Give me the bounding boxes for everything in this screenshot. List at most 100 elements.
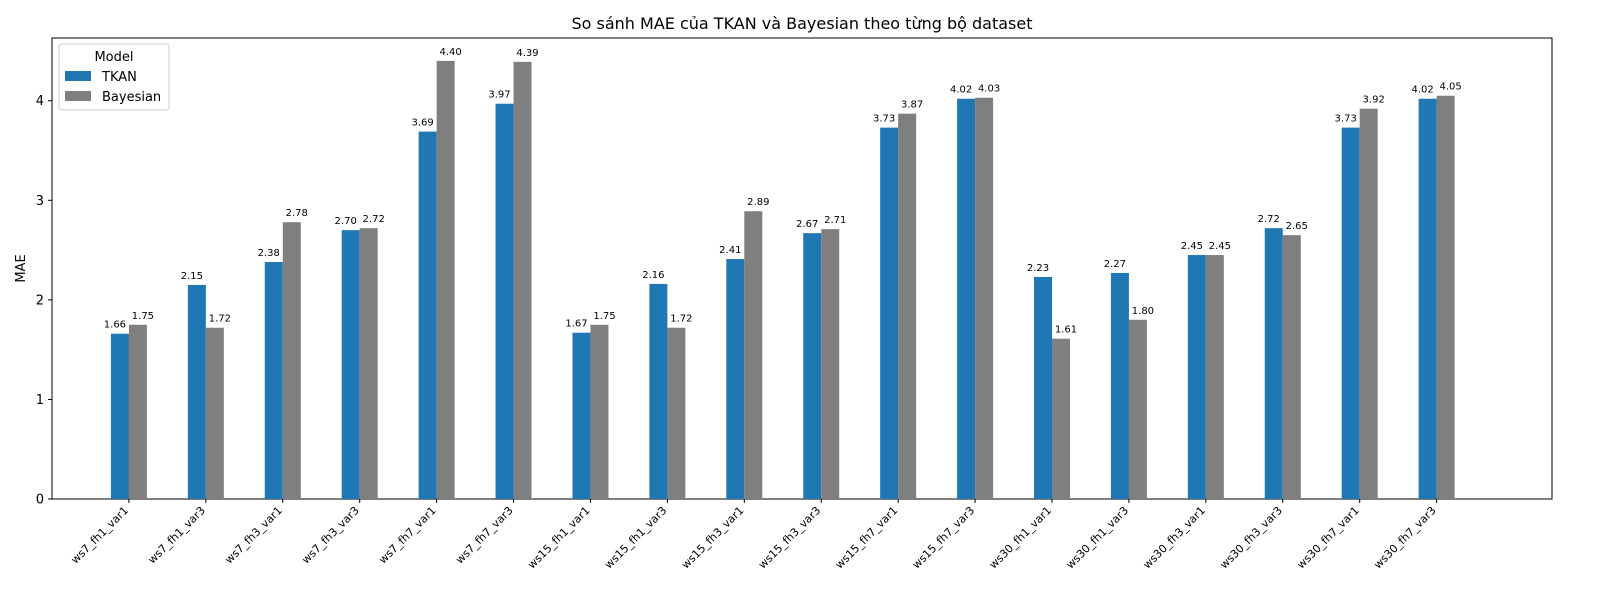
legend-swatch-tkan [65, 71, 91, 81]
data-label: 1.75 [593, 311, 615, 322]
bar-tkan [1034, 276, 1052, 499]
x-tick-label: ws15_fh1_var3 [602, 504, 669, 571]
bar-tkan [649, 283, 668, 499]
data-label: 4.03 [978, 84, 1000, 95]
y-tick-label: 2 [36, 293, 44, 308]
x-tick-label: ws7_fh7_var1 [376, 504, 438, 566]
data-label: 2.27 [1104, 259, 1126, 270]
data-label: 4.02 [950, 85, 972, 96]
bar-bayesian [128, 324, 147, 499]
legend-swatch-bayesian [65, 91, 91, 101]
bar-bayesian [436, 60, 455, 500]
bar-tkan [1187, 255, 1206, 499]
data-label: 3.73 [873, 114, 895, 125]
bar-bayesian [513, 61, 532, 499]
data-label: 4.05 [1439, 82, 1461, 93]
bar-bayesian [744, 211, 763, 499]
data-label: 1.72 [209, 314, 231, 325]
y-tick-label: 4 [36, 94, 44, 109]
bar-bayesian [1205, 255, 1224, 499]
x-tick-label: ws7_fh1_var1 [69, 504, 131, 566]
x-tick-label: ws7_fh3_var3 [299, 504, 361, 566]
bar-tkan [880, 127, 899, 499]
data-label: 2.45 [1181, 241, 1203, 252]
data-label: 3.73 [1335, 114, 1357, 125]
data-label: 4.40 [439, 47, 461, 58]
bar-tkan [1418, 98, 1437, 499]
plot-frame [51, 37, 1553, 500]
bar-bayesian [205, 327, 224, 499]
x-tick-label: ws30_fh1_var1 [987, 504, 1054, 571]
x-tick-label: ws15_fh3_var3 [756, 504, 823, 571]
data-label: 3.69 [411, 118, 433, 129]
bar-bayesian [975, 97, 994, 500]
bar-bayesian [667, 327, 686, 499]
x-tick-label: ws15_fh3_var1 [679, 504, 746, 571]
bar-tkan [418, 131, 437, 500]
bar-tkan [495, 103, 514, 499]
bar-bayesian [359, 228, 378, 500]
bar-bayesian [821, 229, 840, 499]
y-tick-label: 3 [36, 194, 44, 209]
data-label: 3.97 [488, 90, 510, 101]
bar-tkan [341, 230, 360, 499]
data-label: 1.67 [565, 319, 587, 330]
bar-tkan [957, 98, 976, 499]
data-label: 2.72 [1258, 214, 1280, 225]
x-tick-label: ws30_fh7_var3 [1371, 504, 1438, 571]
x-tick-label: ws15_fh1_var1 [525, 504, 592, 571]
bar-tkan [1110, 272, 1129, 499]
data-label: 2.78 [286, 208, 308, 219]
data-label: 2.23 [1027, 263, 1049, 274]
y-axis-label: MAE [14, 254, 29, 282]
bar-bayesian [282, 222, 301, 499]
data-label: 2.16 [642, 270, 664, 281]
x-tick-label: ws30_fh7_var1 [1294, 504, 1361, 571]
data-label: 3.92 [1363, 95, 1385, 106]
data-label: 3.87 [901, 100, 923, 111]
data-label: 2.72 [363, 214, 385, 225]
bar-bayesian [898, 113, 917, 500]
x-tick-label: ws15_fh7_var3 [910, 504, 977, 571]
data-label: 2.15 [181, 271, 203, 282]
bar-bayesian [1128, 319, 1147, 499]
legend-title: Model [94, 50, 133, 65]
bar-tkan [1264, 228, 1283, 500]
data-label: 2.41 [719, 245, 741, 256]
data-label: 2.38 [258, 248, 280, 259]
data-label: 4.02 [1411, 85, 1433, 96]
bar-bayesian [590, 324, 609, 499]
data-label: 2.89 [747, 197, 769, 208]
data-label: 4.39 [516, 48, 538, 59]
legend-label-tkan: TKAN [101, 70, 137, 85]
data-label: 1.72 [670, 314, 692, 325]
plot-area: 0 1 2 3 4 1.66 1.75 ws7_fh1_var1 2.15 1.72 ws7_fh1… [36, 37, 1553, 571]
bar-tkan [1341, 127, 1360, 499]
x-tick-label: ws30_fh1_var3 [1064, 504, 1131, 571]
bar-tkan [264, 262, 283, 499]
data-label: 2.65 [1286, 221, 1308, 232]
data-label: 1.66 [104, 320, 126, 331]
bar-bayesian [1436, 95, 1455, 500]
bar-bayesian [1359, 108, 1378, 500]
bar-tkan [110, 333, 129, 499]
x-tick-label: ws7_fh3_var1 [222, 504, 284, 566]
y-tick-label: 0 [36, 493, 44, 508]
x-tick-label: ws30_fh3_var1 [1141, 504, 1208, 571]
bar-bayesian [1052, 338, 1070, 499]
x-tick-label: ws30_fh3_var3 [1217, 504, 1284, 571]
legend: Model TKAN Bayesian [58, 43, 170, 111]
x-tick-label: ws7_fh7_var3 [453, 504, 515, 566]
bar-bayesian [1282, 235, 1301, 499]
chart-title: So sánh MAE của TKAN và Bayesian theo từ… [571, 14, 1032, 33]
bar-tkan [187, 284, 206, 499]
data-label: 1.61 [1055, 325, 1077, 336]
bar-tkan [572, 332, 591, 499]
bar-tkan [726, 259, 745, 499]
data-label: 2.67 [796, 219, 818, 230]
y-tick-label: 1 [36, 393, 44, 408]
data-label: 2.70 [335, 216, 357, 227]
x-tick-label: ws15_fh7_var1 [833, 504, 900, 571]
